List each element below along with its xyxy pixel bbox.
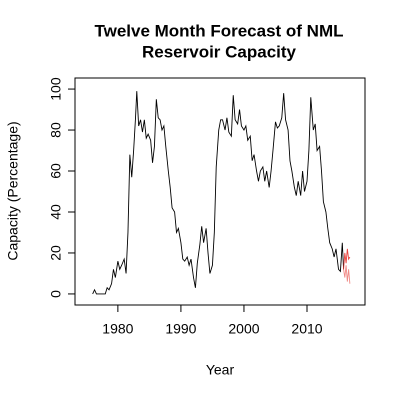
x-tick-label: 1980 xyxy=(102,321,133,337)
y-tick-label: 100 xyxy=(48,77,64,101)
y-tick-label: 0 xyxy=(48,290,64,298)
x-tick-label: 2010 xyxy=(291,321,322,337)
plot-frame xyxy=(74,77,366,306)
y-axis-label: Capacity (Percentage) xyxy=(5,121,21,260)
series-line xyxy=(343,248,351,270)
x-tick-label: 1990 xyxy=(165,321,196,337)
x-axis-label: Year xyxy=(206,362,235,378)
chart-title: Twelve Month Forecast of NML xyxy=(94,21,343,40)
y-tick-label: 40 xyxy=(48,204,64,220)
y-tick-label: 60 xyxy=(48,163,64,179)
x-tick-label: 2000 xyxy=(228,321,259,337)
y-tick-label: 80 xyxy=(48,122,64,138)
series-line xyxy=(343,265,351,284)
series-line xyxy=(92,91,345,295)
y-tick-label: 20 xyxy=(48,245,64,261)
chart-title: Reservoir Capacity xyxy=(142,42,297,61)
